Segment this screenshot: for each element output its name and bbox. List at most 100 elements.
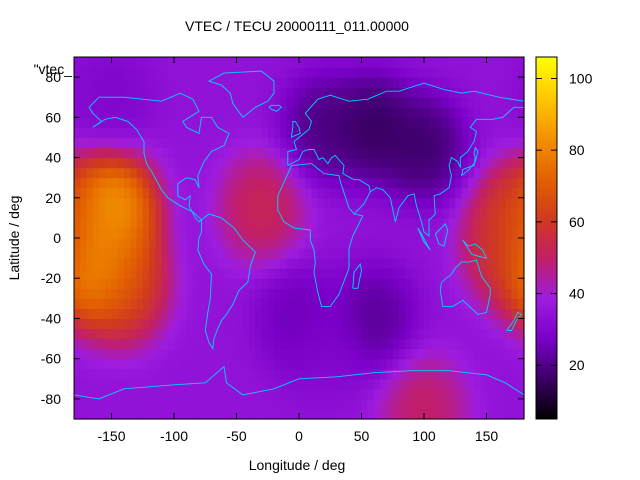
- heatmap-cell: [236, 207, 244, 219]
- heatmap-cell: [455, 187, 463, 199]
- heatmap-cell: [317, 187, 325, 199]
- heatmap-cell: [492, 87, 500, 98]
- heatmap-cell: [330, 87, 338, 98]
- colorbar-segment: [536, 144, 557, 148]
- heatmap-cell: [211, 408, 219, 420]
- heatmap-cell: [492, 328, 500, 340]
- heatmap-cell: [242, 328, 250, 340]
- heatmap-cell: [499, 398, 506, 410]
- heatmap-cell: [217, 308, 225, 320]
- heatmap-cell: [330, 268, 338, 279]
- heatmap-cell: [167, 187, 175, 199]
- heatmap-cell: [361, 338, 369, 350]
- heatmap-cell: [80, 167, 88, 179]
- heatmap-cell: [299, 67, 306, 78]
- heatmap-cell: [430, 207, 438, 219]
- heatmap-cell: [299, 187, 306, 199]
- heatmap-cell: [80, 207, 88, 219]
- heatmap-cell: [230, 207, 238, 219]
- heatmap-cell: [324, 338, 331, 350]
- heatmap-cell: [324, 378, 331, 390]
- x-tick-label: -50: [226, 428, 246, 444]
- heatmap-cell: [317, 97, 325, 108]
- heatmap-cell: [174, 368, 181, 380]
- heatmap-cell: [467, 338, 475, 350]
- heatmap-cell: [142, 117, 150, 128]
- heatmap-cell: [380, 378, 388, 390]
- heatmap-cell: [180, 77, 188, 88]
- heatmap-cell: [124, 167, 131, 179]
- heatmap-cell: [399, 87, 406, 98]
- heatmap-cell: [255, 207, 263, 219]
- heatmap-cell: [199, 87, 206, 98]
- heatmap-cell: [449, 388, 456, 400]
- heatmap-cell: [211, 318, 219, 330]
- heatmap-cell: [80, 258, 88, 269]
- heatmap-cell: [405, 137, 413, 149]
- heatmap-cell: [111, 338, 119, 350]
- heatmap-cell: [249, 127, 256, 139]
- heatmap-cell: [380, 328, 388, 340]
- heatmap-cell: [505, 278, 513, 289]
- y-tick-label: 0: [53, 230, 61, 246]
- heatmap-cell: [467, 117, 475, 128]
- heatmap-cell: [386, 127, 394, 139]
- colorbar-segment: [536, 364, 557, 369]
- y-tick-label: -20: [41, 270, 61, 286]
- heatmap-cell: [336, 197, 344, 209]
- heatmap-cell: [236, 318, 244, 330]
- heatmap-cell: [261, 147, 269, 159]
- heatmap-cell: [424, 177, 431, 189]
- heatmap-cell: [486, 117, 494, 128]
- heatmap-cell: [405, 157, 413, 169]
- heatmap-cell: [92, 398, 100, 410]
- heatmap-cell: [380, 408, 388, 420]
- heatmap-cell: [130, 338, 138, 350]
- heatmap-cell: [274, 77, 281, 88]
- heatmap-cell: [205, 67, 213, 78]
- heatmap-cell: [455, 348, 463, 360]
- heatmap-cell: [230, 227, 238, 239]
- heatmap-cell: [230, 107, 238, 118]
- heatmap-cell: [430, 328, 438, 340]
- heatmap-cell: [430, 388, 438, 400]
- heatmap-cell: [86, 358, 94, 370]
- heatmap-cell: [136, 298, 144, 309]
- heatmap-cell: [292, 147, 300, 159]
- heatmap-cell: [417, 248, 425, 259]
- colorbar-tick-label: 100: [569, 71, 593, 87]
- heatmap-cell: [511, 238, 519, 249]
- heatmap-cell: [199, 157, 206, 169]
- heatmap-cell: [317, 127, 325, 139]
- heatmap-cell: [336, 107, 344, 118]
- heatmap-cell: [311, 177, 319, 189]
- heatmap-cell: [199, 338, 206, 350]
- heatmap-cell: [361, 137, 369, 149]
- heatmap-cell: [174, 227, 181, 239]
- heatmap-cell: [261, 238, 269, 249]
- heatmap-cell: [330, 308, 338, 320]
- heatmap-cell: [211, 258, 219, 269]
- heatmap-cell: [236, 227, 244, 239]
- heatmap-cell: [449, 358, 456, 370]
- heatmap-cell: [224, 298, 231, 309]
- heatmap-cell: [192, 238, 200, 249]
- heatmap-cell: [442, 117, 450, 128]
- heatmap-cell: [367, 77, 375, 88]
- heatmap-cell: [274, 187, 281, 199]
- heatmap-cell: [261, 308, 269, 320]
- coastline-segment: [506, 311, 523, 331]
- heatmap-cell: [261, 338, 269, 350]
- heatmap-cell: [142, 147, 150, 159]
- heatmap-cell: [86, 177, 94, 189]
- heatmap-cell: [136, 177, 144, 189]
- heatmap-cell: [99, 348, 106, 360]
- heatmap-cell: [480, 117, 488, 128]
- heatmap-cell: [174, 147, 181, 159]
- heatmap-cell: [474, 137, 481, 149]
- heatmap-cell: [111, 348, 119, 360]
- heatmap-cell: [311, 57, 319, 68]
- heatmap-cell: [199, 288, 206, 299]
- heatmap-cell: [255, 248, 263, 259]
- heatmap-cell: [355, 318, 363, 330]
